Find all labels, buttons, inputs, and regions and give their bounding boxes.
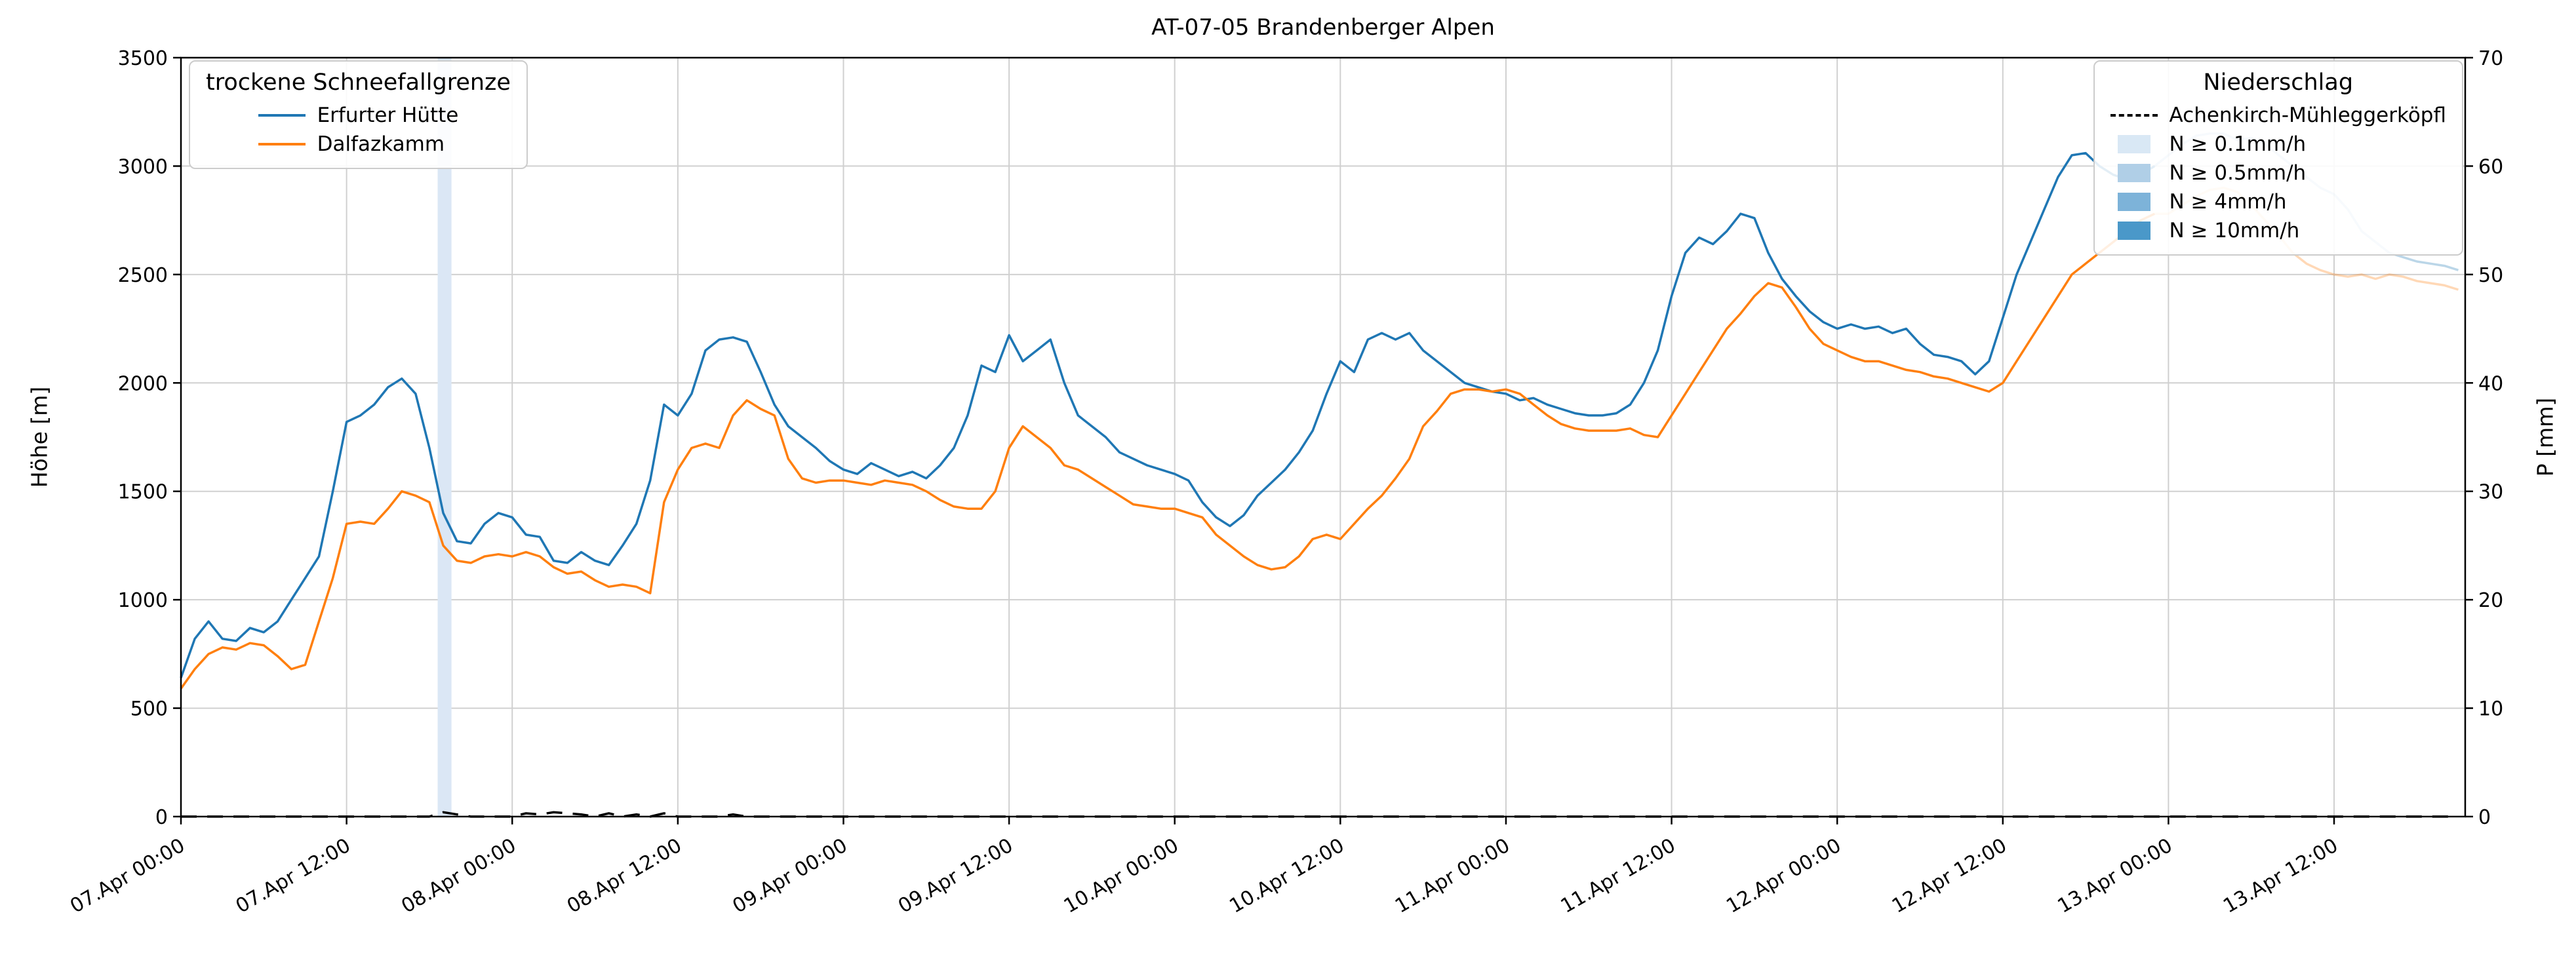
x-tick-label: 11.Apr 00:00 — [1391, 834, 1514, 918]
legend-entry-label: N ≥ 0.5mm/h — [2169, 161, 2307, 185]
x-tick-label: 08.Apr 00:00 — [397, 834, 520, 918]
x-tick-label: 09.Apr 12:00 — [894, 834, 1017, 918]
x-tick-label: 09.Apr 00:00 — [729, 834, 852, 918]
grid — [180, 57, 2465, 817]
legend-entry: N ≥ 4mm/h — [2108, 187, 2449, 216]
legend-swatch-column — [2110, 164, 2158, 183]
legend-swatch-column — [258, 143, 306, 146]
y-tick-label-right: 20 — [2478, 589, 2503, 612]
x-tick-label: 11.Apr 12:00 — [1557, 834, 1680, 918]
y-tick-label-left: 1500 — [118, 481, 168, 504]
legend-dashed-line-swatch — [2110, 114, 2158, 117]
legend-entry-label: Achenkirch-Mühleggerköpfl — [2169, 104, 2447, 127]
legend-swatch-column — [2110, 135, 2158, 154]
y-tick-label-left: 1000 — [118, 589, 168, 612]
x-tick-label: 07.Apr 00:00 — [66, 834, 189, 918]
legend-entry: N ≥ 0.1mm/h — [2108, 130, 2449, 159]
y-tick-label-left: 500 — [130, 698, 168, 721]
x-tick-label: 12.Apr 12:00 — [1888, 834, 2011, 918]
y-tick-label-left: 0 — [155, 806, 168, 829]
legend-fill-swatch — [2117, 222, 2150, 241]
x-tick-label: 08.Apr 12:00 — [563, 834, 686, 918]
y-tick-label-right: 0 — [2478, 806, 2491, 829]
series-dalfazkamm — [180, 212, 2156, 689]
legend-precipitation: Niederschlag Achenkirch-Mühleggerköpfl N … — [2093, 60, 2463, 256]
legend-entry: Erfurter Hütte — [256, 101, 462, 130]
legend-entry-label: N ≥ 4mm/h — [2169, 190, 2287, 214]
legend-precipitation-entries: Achenkirch-Mühleggerköpfl N ≥ 0.1mm/h N ≥ … — [2108, 101, 2449, 245]
y-tick-label-right: 10 — [2478, 698, 2503, 721]
y-tick-label-left: 3500 — [118, 47, 168, 70]
legend-entry-label: Erfurter Hütte — [317, 104, 459, 127]
legend-snowline-title: trockene Schneefallgrenze — [206, 69, 511, 96]
y-tick-label-right: 30 — [2478, 481, 2503, 504]
legend-swatch-column — [2110, 114, 2158, 117]
y-axis-label-left: Höhe [m] — [26, 386, 52, 488]
y-tick-label-right: 70 — [2478, 47, 2503, 70]
x-tick-label: 13.Apr 12:00 — [2219, 834, 2342, 918]
x-tick-label: 07.Apr 12:00 — [232, 834, 355, 918]
x-tick-label: 12.Apr 00:00 — [1722, 834, 1845, 918]
legend-swatch-column — [2110, 193, 2158, 212]
legend-line-swatch — [258, 114, 306, 117]
legend-fill-swatch — [2117, 135, 2150, 154]
x-tick-label: 10.Apr 00:00 — [1060, 834, 1183, 918]
legend-swatch-column — [2110, 222, 2158, 241]
y-tick-label-left: 2000 — [118, 372, 168, 395]
chart-title: AT-07-05 Brandenberger Alpen — [1151, 14, 1495, 41]
y-tick-label-right: 50 — [2478, 264, 2503, 287]
axis-ticks — [173, 56, 2473, 824]
legend-snowline: trockene Schneefallgrenze Erfurter Hütte… — [189, 60, 528, 170]
legend-entry-label: N ≥ 0.1mm/h — [2169, 132, 2307, 157]
y-tick-label-right: 60 — [2478, 155, 2503, 178]
series-erfurter-h-tte — [180, 151, 2156, 678]
legend-fill-swatch — [2117, 193, 2150, 212]
legend-precipitation-title: Niederschlag — [2203, 69, 2354, 96]
legend-fill-swatch — [2117, 164, 2150, 183]
y-tick-label-right: 40 — [2478, 372, 2503, 395]
legend-entry-label: Dalfazkamm — [317, 132, 445, 157]
legend-snowline-entries: Erfurter Hütte Dalfazkamm — [256, 101, 462, 159]
y-axis-label-right: P [mm] — [2532, 397, 2558, 477]
legend-line-swatch — [258, 143, 306, 146]
legend-entry: N ≥ 10mm/h — [2108, 216, 2449, 245]
legend-entry: Dalfazkamm — [256, 130, 462, 159]
legend-entry: N ≥ 0.5mm/h — [2108, 159, 2449, 187]
plot-frame — [180, 56, 2467, 818]
x-tick-label: 13.Apr 00:00 — [2053, 834, 2176, 918]
x-tick-label: 10.Apr 12:00 — [1225, 834, 1348, 918]
legend-swatch-column — [258, 114, 306, 117]
precip-band — [437, 58, 452, 817]
legend-entry-label: N ≥ 10mm/h — [2169, 219, 2300, 243]
y-tick-label-left: 2500 — [118, 264, 168, 287]
legend-entry: Achenkirch-Mühleggerköpfl — [2108, 101, 2449, 130]
y-tick-label-left: 3000 — [118, 155, 168, 178]
